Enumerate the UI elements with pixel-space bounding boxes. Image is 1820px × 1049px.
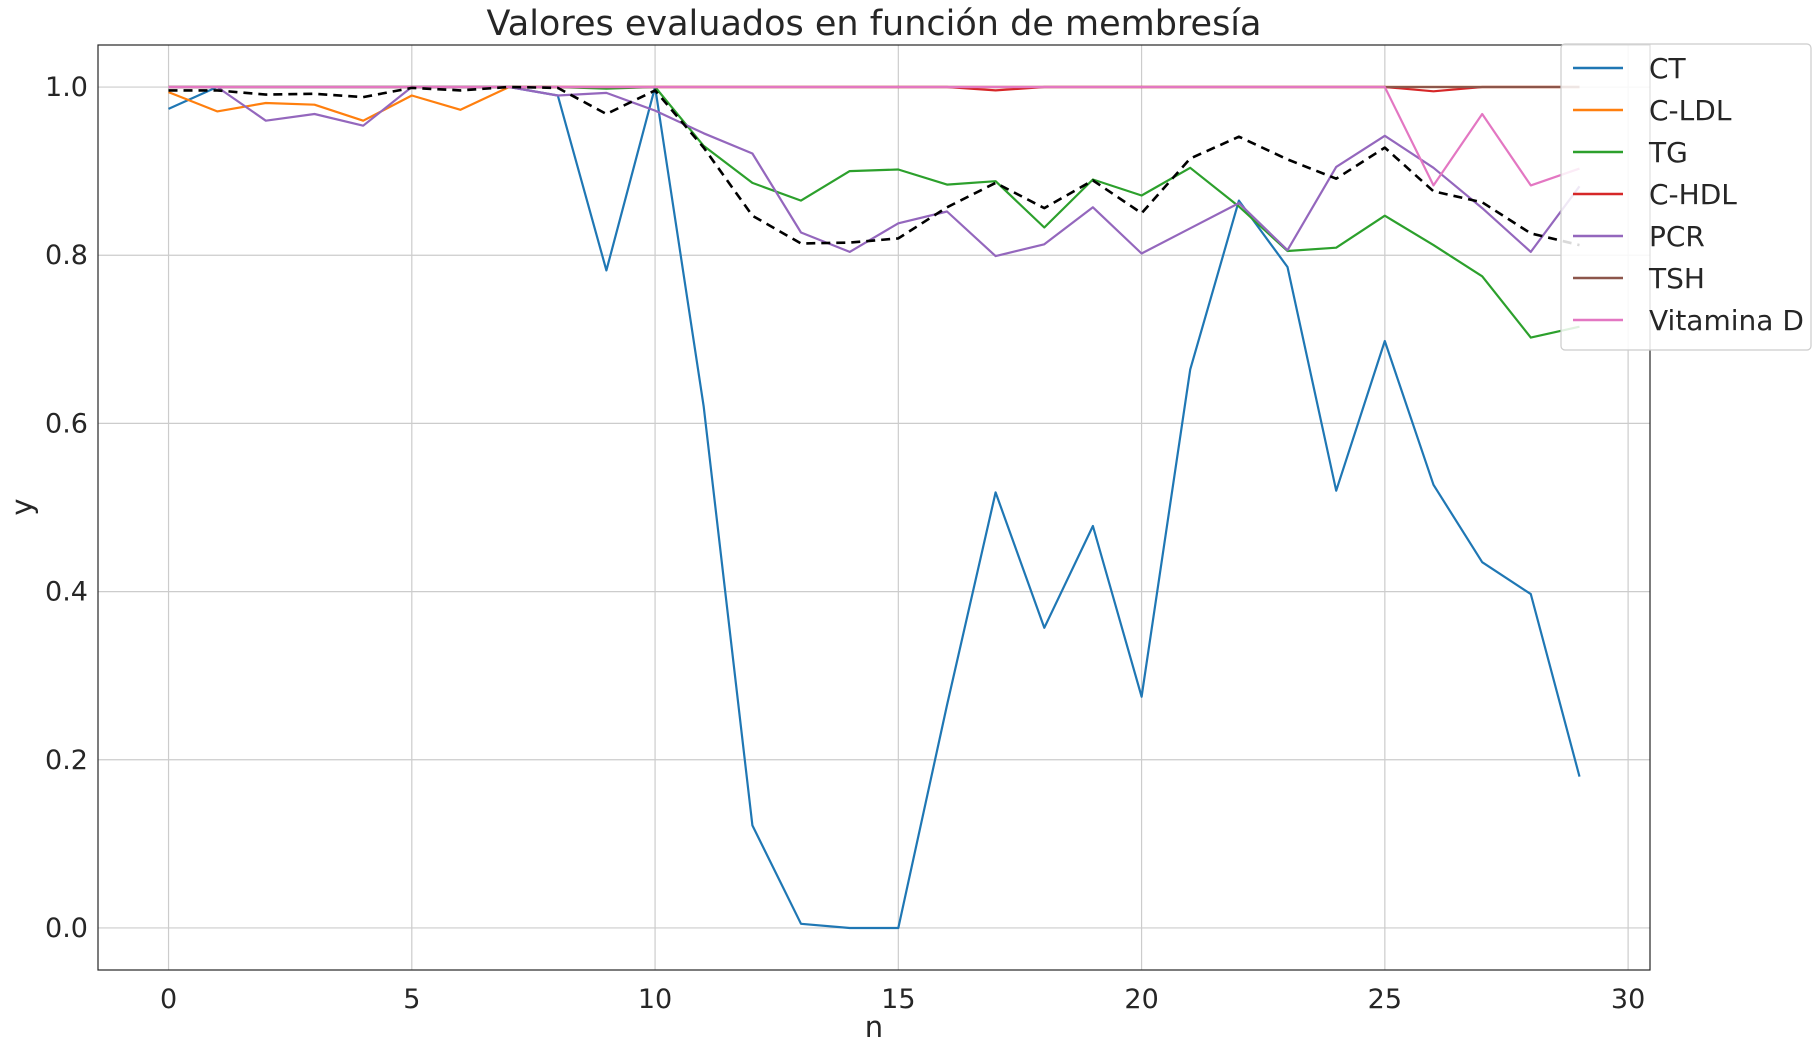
y-axis-label: y [5,498,39,515]
legend-label: PCR [1649,220,1705,253]
series-line-vitamina-d [168,85,1580,187]
x-tick-label: 0 [160,984,177,1015]
y-tick-label: 1.0 [45,72,88,103]
y-tick-label: 0.4 [45,577,88,608]
series-lines [168,85,1581,930]
plot-background [98,45,1650,970]
x-tick-label: 30 [1611,984,1645,1015]
x-tick-label: 10 [638,984,672,1015]
legend-label: TG [1648,136,1688,169]
y-tick-label: 0.8 [45,240,88,271]
x-axis-label: n [865,1010,883,1044]
legend: CT C-LDL TG C-HDL PCR TSH Vitamina D [1560,43,1812,351]
y-tick-label: 0.0 [45,913,88,944]
chart-title: Valores evaluados en función de membresí… [487,4,1262,44]
x-tick-label: 5 [403,984,420,1015]
x-tick-label: 25 [1368,984,1402,1015]
legend-label: TSH [1648,262,1705,295]
series-line-dashed-7 [168,85,1580,247]
y-tick-label: 0.2 [45,745,88,776]
legend-label: Vitamina D [1649,304,1804,337]
tick-labels: 0 5 10 15 20 25 30 0.0 0.2 0.4 0.6 0.8 1.0 [45,72,1645,1015]
plot-frame [97,44,1651,971]
x-tick-label: 15 [881,984,915,1015]
legend-label: C-HDL [1649,178,1737,211]
series-line-pcr [168,85,1581,258]
y-tick-label: 0.6 [45,408,88,439]
legend-label: CT [1649,52,1687,85]
legend-box [1560,43,1812,351]
legend-label: C-LDL [1649,94,1732,127]
x-tick-label: 20 [1124,984,1158,1015]
